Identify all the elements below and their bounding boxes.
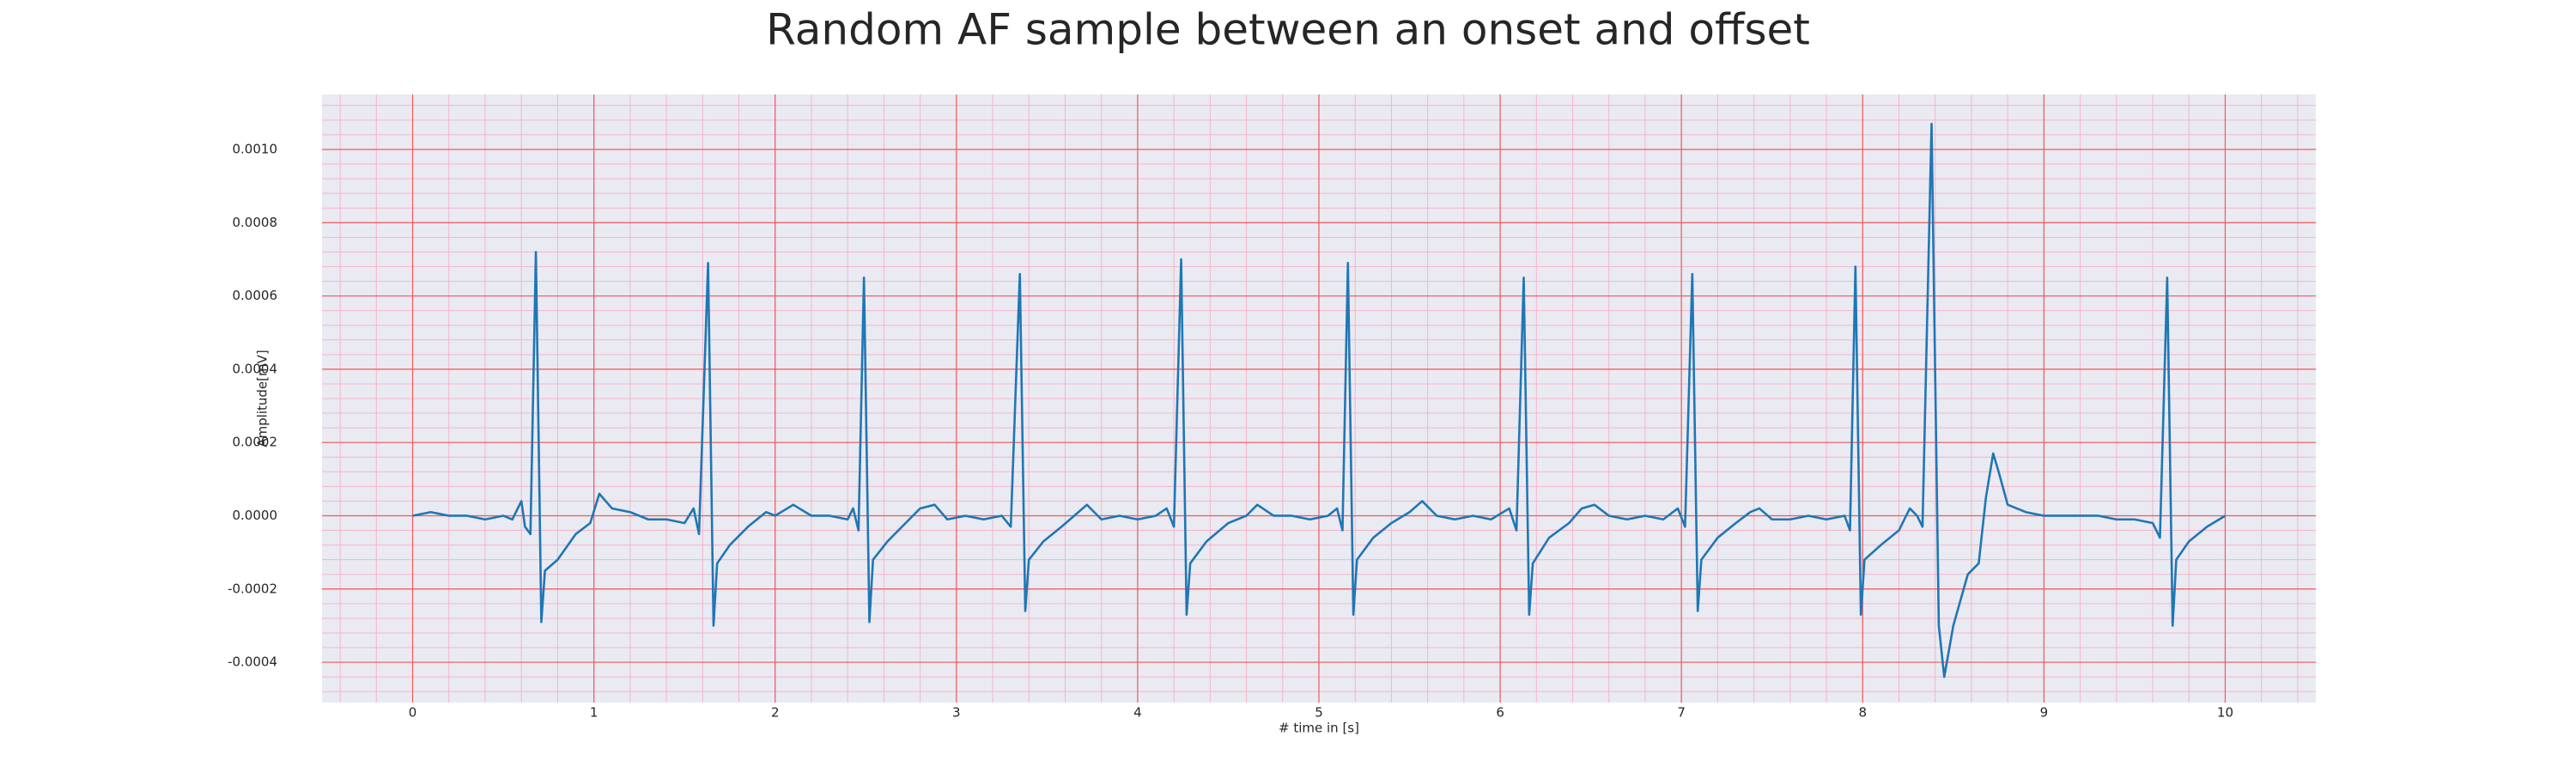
y-tick-label: -0.0004: [228, 654, 277, 670]
y-tick-label: 0.0004: [233, 361, 278, 376]
chart-title: Random AF sample between an onset and of…: [766, 5, 1810, 55]
x-tick-label: 2: [771, 705, 780, 721]
x-tick-label: 5: [1315, 705, 1323, 721]
y-tick-label: -0.0002: [228, 581, 277, 596]
y-axis-label: Amplitude[mV]: [255, 350, 270, 447]
x-tick-label: 3: [952, 705, 961, 721]
y-tick-label: 0.0010: [233, 141, 278, 156]
ecg-line: [412, 122, 2227, 679]
x-tick-label: 8: [1858, 705, 1867, 721]
x-tick-label: 7: [1677, 705, 1686, 721]
x-tick-label: 0: [409, 705, 417, 721]
x-tick-label: 10: [2217, 705, 2233, 721]
x-axis-label: # time in [s]: [1279, 721, 1359, 736]
x-tick-label: 6: [1496, 705, 1504, 721]
y-tick-label: 0.0000: [233, 508, 278, 523]
y-tick-label: 0.0006: [233, 288, 278, 303]
x-tick-label: 1: [590, 705, 598, 721]
x-tick-label: 4: [1133, 705, 1142, 721]
y-tick-label: 0.0002: [233, 435, 278, 450]
major-grid: [322, 94, 2316, 703]
x-tick-label: 9: [2040, 705, 2049, 721]
y-tick-label: 0.0008: [233, 215, 278, 230]
